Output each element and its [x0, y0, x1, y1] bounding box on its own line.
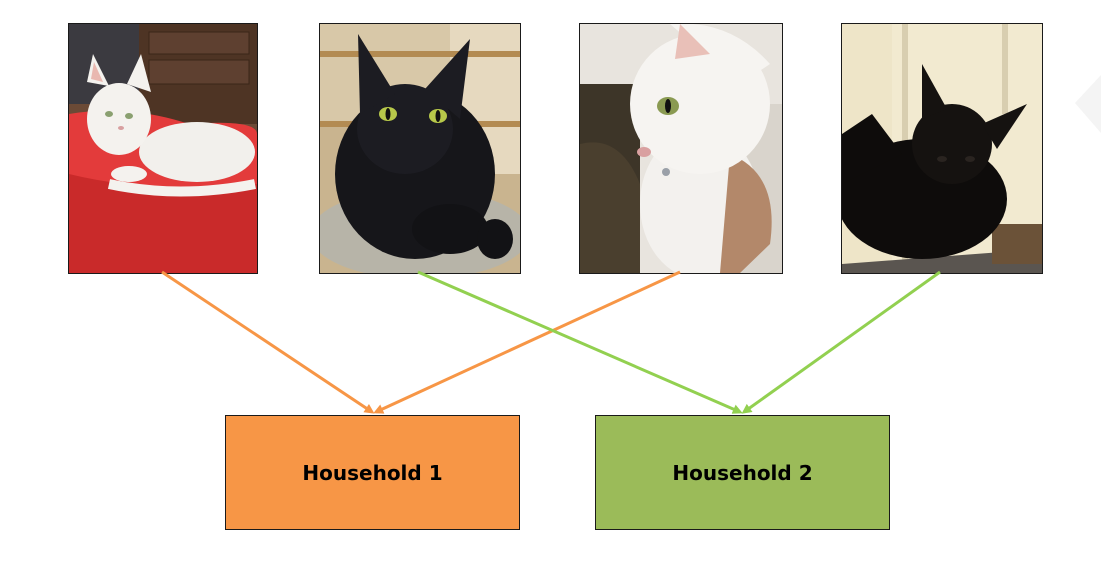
black-cat-on-perch-image [842, 24, 1042, 273]
black-cat-photo-2 [319, 23, 521, 274]
arrow-photo2-to-household2 [417, 270, 743, 414]
black-cat-photo-4 [841, 23, 1043, 274]
arrow-photo1-to-household1 [161, 270, 375, 414]
arrow-photo4-to-household2 [741, 270, 941, 414]
household-2-box: Household 2 [595, 415, 890, 530]
household-1-label: Household 1 [302, 460, 443, 485]
black-cat-green-eyes-image [320, 24, 520, 273]
white-cat-on-red-blanket-image [69, 24, 257, 273]
white-cat-held-image [580, 24, 782, 273]
household-1-box: Household 1 [225, 415, 520, 530]
household-2-label: Household 2 [672, 460, 813, 485]
white-cat-photo-1 [68, 23, 258, 274]
white-cat-photo-3 [579, 23, 783, 274]
arrow-photo3-to-household1 [373, 270, 681, 414]
decorative-chevron-shape [1075, 75, 1101, 133]
